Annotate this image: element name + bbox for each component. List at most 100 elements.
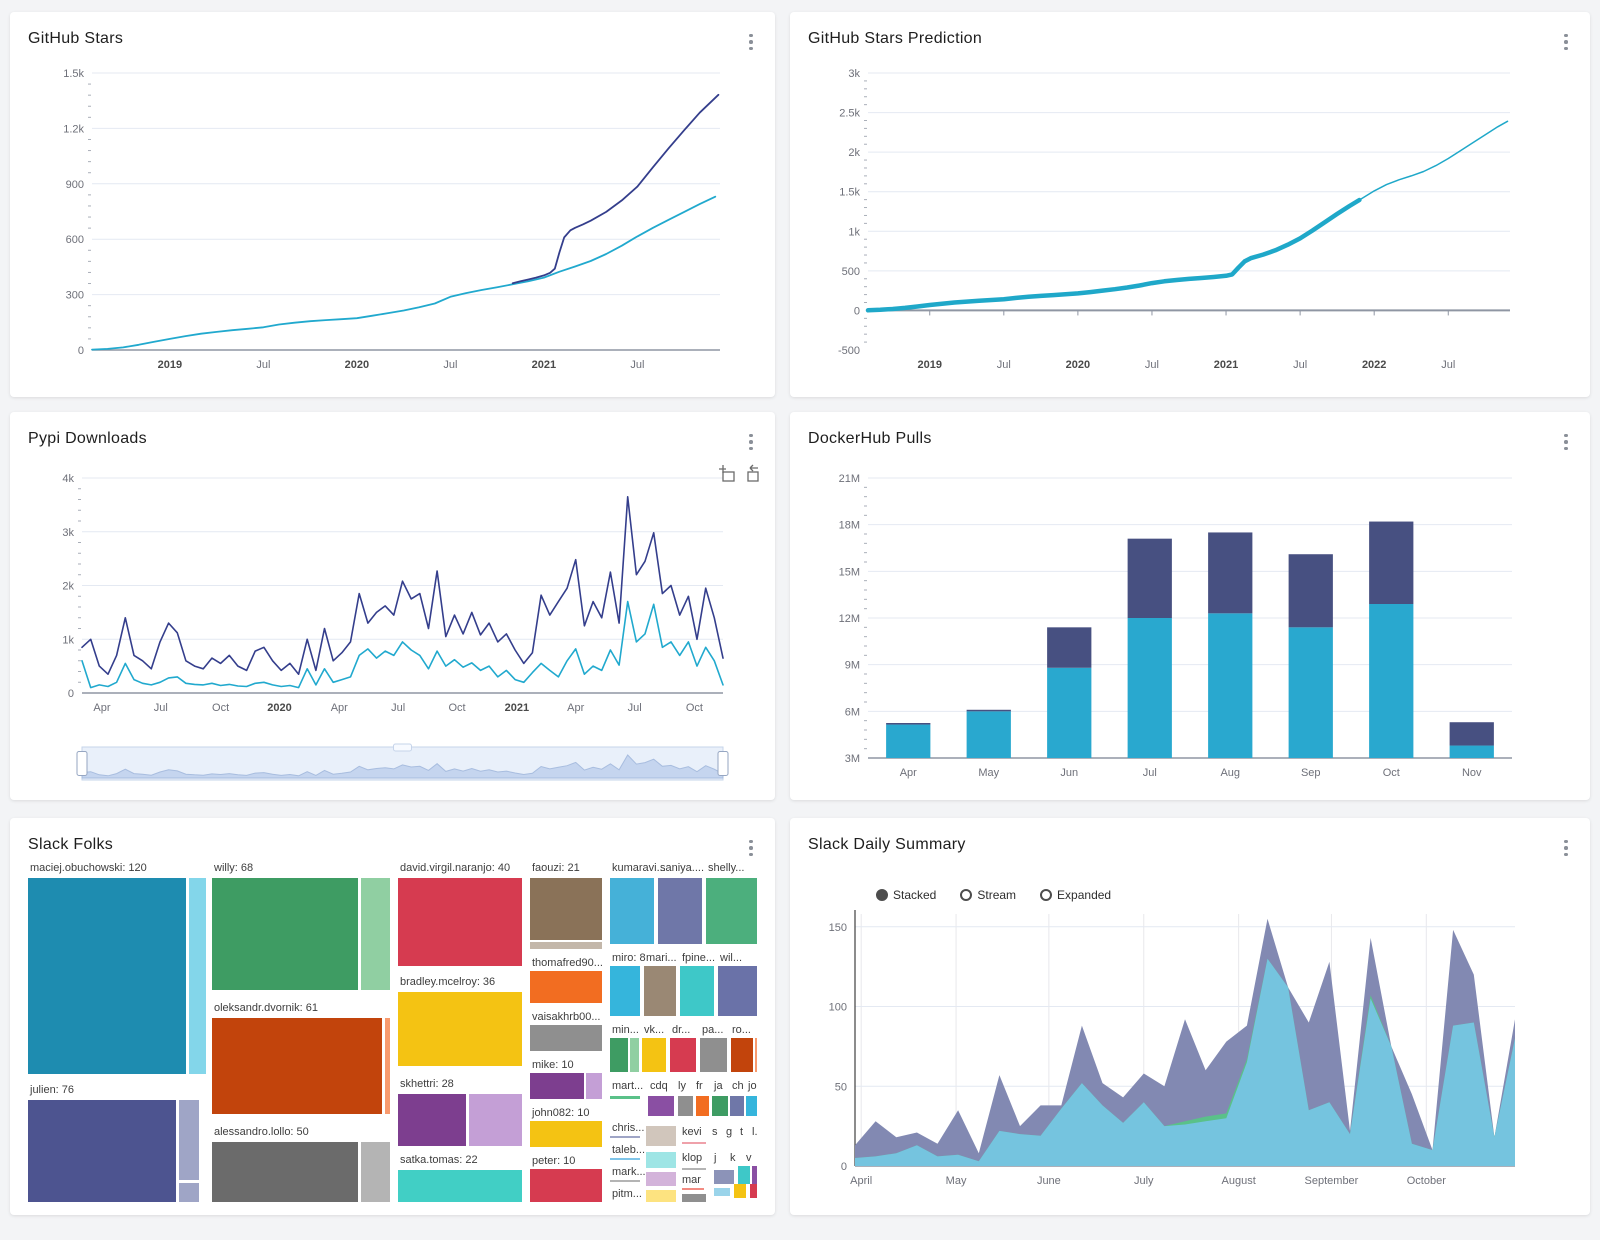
kebab-vertical-icon[interactable] [741,836,761,860]
treemap-tile[interactable] [530,1121,602,1147]
treemap-tile[interactable] [530,942,602,949]
treemap-tile[interactable] [212,1018,382,1114]
legend-radio-icon [1040,889,1053,901]
treemap-tile[interactable] [28,1100,176,1202]
treemap-tile[interactable] [682,1168,706,1170]
treemap-tile[interactable] [750,1184,757,1198]
treemap-label: taleb... [612,1144,646,1156]
treemap-tile[interactable] [746,1096,757,1116]
dockerhub-pulls-chart: 3M 6M 9M 12M 15M 18M 21M Apr May Jun Jul Aug Sep Oct N… [800,460,1580,797]
treemap-tile[interactable] [642,1038,666,1072]
treemap-tile[interactable] [646,1172,676,1186]
treemap-tile[interactable] [648,1096,674,1116]
legend-item-stream[interactable]: Stream [960,888,1016,902]
treemap-tile[interactable] [610,1038,628,1072]
kebab-vertical-icon[interactable] [741,30,761,54]
treemap-tile[interactable] [398,992,522,1066]
restore-icon[interactable] [747,464,759,482]
treemap-tile[interactable] [610,1180,640,1182]
treemap-tile[interactable] [700,1038,727,1072]
legend-item-expanded[interactable]: Expanded [1040,888,1111,902]
treemap-tile[interactable] [610,1158,640,1160]
treemap-tile[interactable] [530,878,602,940]
panel-github-stars-prediction: GitHub Stars Prediction -500 0 500 1k 1.5k 2k… [790,12,1590,397]
treemap-tile[interactable] [644,966,676,1016]
datazoom-slider[interactable] [76,743,729,781]
treemap-tile[interactable] [752,1166,757,1184]
kebab-vertical-icon[interactable] [741,430,761,454]
svg-text:Sep: Sep [1301,767,1321,779]
data-zoom-icon[interactable] [719,465,735,482]
treemap-tile[interactable] [361,878,390,990]
kebab-vertical-icon[interactable] [1556,30,1576,54]
treemap-tile[interactable] [610,1136,640,1138]
svg-text:1.2k: 1.2k [63,123,84,135]
treemap-tile[interactable] [212,878,358,990]
treemap-tile[interactable] [714,1170,734,1184]
svg-text:Apr: Apr [567,702,584,714]
treemap-tile[interactable] [212,1142,358,1202]
svg-text:Jul: Jul [630,359,644,371]
treemap-tile[interactable] [630,1038,639,1072]
treemap-tile[interactable] [179,1100,199,1180]
svg-text:1.5k: 1.5k [839,187,860,199]
treemap-tile[interactable] [734,1184,746,1198]
treemap-tile[interactable] [731,1038,753,1072]
treemap-label: j [714,1152,717,1164]
treemap-tile[interactable] [469,1094,522,1146]
svg-text:12M: 12M [839,613,860,625]
treemap-tile[interactable] [385,1018,390,1114]
treemap-tile[interactable] [682,1188,704,1190]
treemap-tile[interactable] [738,1166,750,1184]
treemap-tile[interactable] [670,1038,696,1072]
treemap-tile[interactable] [398,1170,522,1202]
treemap-label: jo [748,1080,757,1092]
svg-text:Jul: Jul [256,359,270,371]
kebab-vertical-icon[interactable] [1556,836,1576,860]
treemap-tile[interactable] [530,1025,602,1051]
treemap-tile[interactable] [755,1038,757,1072]
treemap-tile[interactable] [189,878,206,1074]
svg-text:1k: 1k [62,634,74,646]
treemap-label: bradley.mcelroy: 36 [400,976,496,988]
treemap-tile[interactable] [646,1152,676,1168]
treemap-tile[interactable] [682,1194,706,1202]
treemap-label: kevi [682,1126,702,1138]
treemap-tile[interactable] [398,878,522,966]
treemap-label: k [730,1152,736,1164]
treemap-tile[interactable] [530,1073,584,1099]
treemap-tile[interactable] [682,1142,706,1144]
treemap-label: ch [732,1080,744,1092]
svg-text:Jul: Jul [443,359,457,371]
kebab-vertical-icon[interactable] [1556,430,1576,454]
treemap-tile[interactable] [610,1096,640,1099]
svg-text:2022: 2022 [1362,359,1386,371]
legend-item-stacked[interactable]: Stacked [876,888,936,902]
treemap-tile[interactable] [530,971,602,1003]
treemap-tile[interactable] [696,1096,709,1116]
panel-title: Slack Folks [28,836,114,853]
treemap-tile[interactable] [718,966,757,1016]
treemap-tile[interactable] [658,878,702,944]
slack-daily-summary-chart: 0 50 100 150 April May June July August September… [800,906,1580,1211]
treemap-tile[interactable] [680,966,714,1016]
treemap-tile[interactable] [678,1096,693,1116]
treemap-tile[interactable] [361,1142,390,1202]
treemap-tile[interactable] [530,1169,602,1202]
treemap-tile[interactable] [712,1096,728,1116]
treemap-tile[interactable] [714,1188,730,1196]
treemap-tile[interactable] [610,878,654,944]
treemap-label: kumaravi... [612,862,666,874]
treemap-tile[interactable] [730,1096,744,1116]
treemap-tile[interactable] [28,878,186,1074]
treemap-tile[interactable] [706,878,757,944]
treemap-label: maciej.obuchowski: 120 [30,862,147,874]
svg-text:18M: 18M [839,520,860,532]
treemap-tile[interactable] [179,1183,199,1202]
treemap-tile[interactable] [646,1126,676,1146]
treemap-tile[interactable] [586,1073,602,1099]
treemap-tile[interactable] [398,1094,466,1146]
treemap-tile[interactable] [646,1190,676,1202]
treemap-tile[interactable] [610,966,640,1016]
